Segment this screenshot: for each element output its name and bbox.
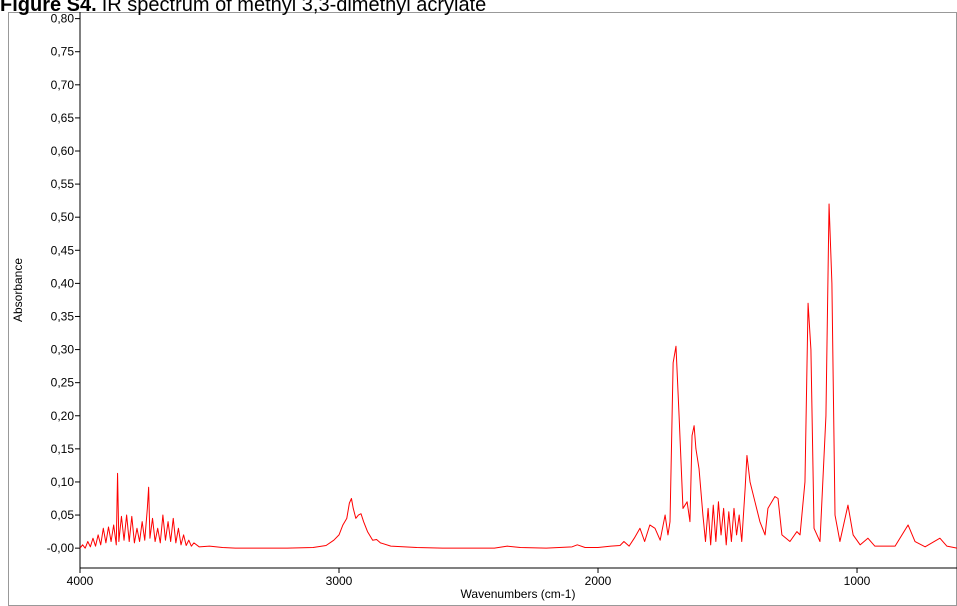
chart-title: Figure S4. IR spectrum of methyl 3,3-dime… xyxy=(0,0,486,16)
y-tick-label: 0,70 xyxy=(51,78,75,92)
x-tick-label: 4000 xyxy=(67,574,94,588)
x-tick-label: 1000 xyxy=(844,574,871,588)
y-tick-label: 0,10 xyxy=(51,475,75,489)
y-axis-label: Absorbance xyxy=(11,258,25,322)
y-tick-label: 0,80 xyxy=(51,12,75,26)
y-tick-label: 0,30 xyxy=(51,343,75,357)
title-text: IR spectrum of methyl 3,3-dimethyl acryl… xyxy=(102,0,487,16)
x-axis-label: Wavenumbers (cm-1) xyxy=(461,587,576,601)
y-tick-label: 0,20 xyxy=(51,409,75,423)
x-tick-label: 3000 xyxy=(326,574,353,588)
x-tick-label: 2000 xyxy=(585,574,612,588)
y-tick-label: 0,60 xyxy=(51,144,75,158)
y-tick-label: 0,55 xyxy=(51,177,75,191)
outer-frame xyxy=(8,12,957,606)
y-tick-label: 0,45 xyxy=(51,243,75,257)
y-tick-label: 0,65 xyxy=(51,111,75,125)
y-tick-label: 0,35 xyxy=(51,309,75,323)
y-tick-label: 0,75 xyxy=(51,45,75,59)
y-tick-label: 0,25 xyxy=(51,376,75,390)
title-prefix: Figure S4. xyxy=(0,0,97,16)
y-tick-label: 0,15 xyxy=(51,442,75,456)
y-tick-label: 0,50 xyxy=(51,210,75,224)
spectrum-line xyxy=(79,203,957,549)
y-tick-label: -0,00 xyxy=(47,541,75,555)
y-tick-label: 0,40 xyxy=(51,276,75,290)
y-tick-label: 0,05 xyxy=(51,508,75,522)
